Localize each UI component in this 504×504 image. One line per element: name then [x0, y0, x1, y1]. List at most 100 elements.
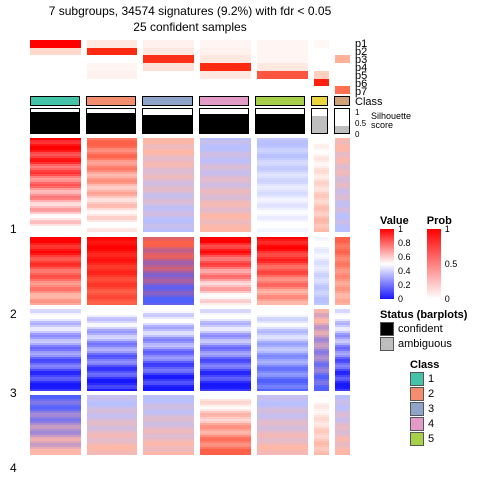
heatmap-row: [30, 453, 81, 455]
legend-label: ambiguous: [398, 338, 452, 350]
prob-column: [30, 40, 81, 94]
legend-swatch: [380, 322, 394, 336]
colorbar-tick: 0.2: [398, 280, 411, 290]
prob-cell: [30, 79, 81, 87]
heatmap-area: [30, 138, 350, 455]
heatmap-row: [314, 389, 329, 391]
prob-cell: [335, 55, 350, 63]
legend-label: 5: [428, 433, 434, 445]
heatmap-block: [335, 395, 350, 455]
silhouette-ticks: 10.50Silhouettescore: [355, 108, 415, 134]
prob-cell: [314, 79, 329, 87]
heatmap-block: [143, 237, 194, 305]
prob-cell: [257, 55, 308, 63]
heatmap-row: [335, 303, 350, 305]
class-block: [255, 96, 305, 106]
prob-cell: [200, 55, 251, 63]
heatmap-block: [143, 395, 194, 455]
silhouette-column: [334, 108, 350, 134]
title: 7 subgroups, 34574 signatures (9.2%) wit…: [0, 4, 380, 18]
class-track: [30, 96, 350, 106]
legend-swatch: [410, 387, 424, 401]
legend-swatch: [410, 402, 424, 416]
heatmap-block: [314, 237, 329, 305]
prob-column: [257, 40, 308, 94]
prob-cell: [314, 48, 329, 56]
prob-cell: [335, 79, 350, 87]
heatmap-row: [257, 303, 308, 305]
heatmap-row: [87, 453, 138, 455]
cluster-label: 3: [10, 386, 17, 400]
prob-cell: [335, 40, 350, 48]
heatmap-row: [143, 389, 194, 391]
class-block: [334, 96, 350, 106]
heatmap-row: [87, 303, 138, 305]
heatmap-row: [257, 230, 308, 232]
prob-cell: [87, 40, 138, 48]
legend-item: 3: [410, 402, 439, 416]
prob-cell: [335, 71, 350, 79]
heatmap-block: [30, 395, 81, 455]
legend-item: ambiguous: [380, 337, 467, 351]
prob-cell: [143, 48, 194, 56]
heatmap-block: [87, 138, 138, 233]
prob-cell: [200, 79, 251, 87]
silhouette-track: [30, 108, 350, 134]
colorbar-tick: 0.4: [398, 266, 411, 276]
sil-tick: 0: [355, 130, 359, 139]
heatmap-block: [257, 237, 308, 305]
legend-class: Class 12345: [410, 359, 439, 447]
colorbar-tick: 0: [398, 294, 403, 304]
cluster-label: 1: [10, 222, 17, 236]
prob-cell: [335, 63, 350, 71]
silhouette-column: [255, 108, 305, 134]
prob-cell: [200, 86, 251, 94]
legend-prob: Prob 10.50: [427, 215, 452, 301]
prob-cell: [87, 63, 138, 71]
heatmap-row: [200, 389, 251, 391]
prob-cell: [200, 48, 251, 56]
heatmap-row: [30, 303, 81, 305]
legend-swatch: [410, 417, 424, 431]
prob-cell: [30, 48, 81, 56]
legend-label: 3: [428, 403, 434, 415]
prob-column: [314, 40, 329, 94]
prob-cell: [314, 40, 329, 48]
class-block: [30, 96, 80, 106]
colorbar-tick: 0.5: [445, 259, 458, 269]
heatmap-row: [200, 453, 251, 455]
prob-cell: [143, 86, 194, 94]
prob-cell: [200, 71, 251, 79]
silhouette-column: [86, 108, 136, 134]
legend-item: 2: [410, 387, 439, 401]
heatmap-row: [257, 453, 308, 455]
prob-cell: [143, 79, 194, 87]
heatmap-row: [87, 230, 138, 232]
heatmap-row: [30, 389, 81, 391]
class-block: [86, 96, 136, 106]
prob-column: [87, 40, 138, 94]
heatmap-row: [335, 389, 350, 391]
prob-cell: [30, 71, 81, 79]
heatmap-row: [314, 453, 329, 455]
prob-cell: [143, 71, 194, 79]
prob-cell: [87, 55, 138, 63]
prob-cell: [257, 86, 308, 94]
legend-class-title: Class: [410, 359, 439, 371]
prob-cell: [257, 79, 308, 87]
cluster-label: 4: [10, 461, 17, 475]
legend-status-items: confidentambiguous: [380, 322, 467, 351]
prob-cell: [314, 71, 329, 79]
prob-cell: [200, 40, 251, 48]
colorbar-tick: 1: [445, 224, 450, 234]
legend-label: 1: [428, 373, 434, 385]
heatmap-row: [335, 230, 350, 232]
heatmap-row: [335, 453, 350, 455]
main-area: 1234: [30, 40, 350, 490]
heatmap-block: [314, 138, 329, 233]
silhouette-column: [311, 108, 327, 134]
heatmap-row: [87, 389, 138, 391]
legend-item: 1: [410, 372, 439, 386]
prob-cell: [30, 55, 81, 63]
heatmap-block: [257, 138, 308, 233]
